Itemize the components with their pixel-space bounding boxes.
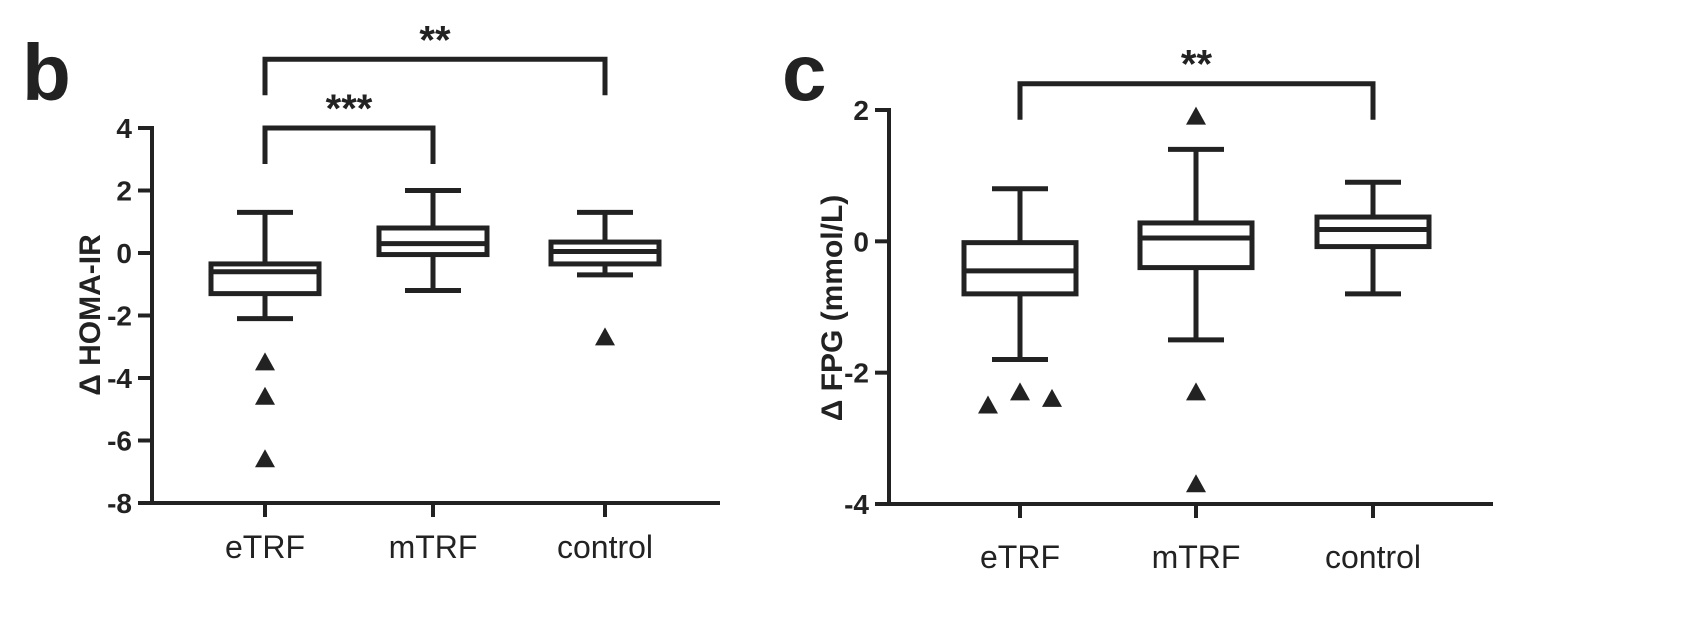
y-tick-label: -8 (107, 488, 132, 519)
y-tick-label: -2 (107, 301, 132, 332)
y-tick-label: -6 (107, 426, 132, 457)
y-tick-label: -4 (107, 363, 132, 394)
outlier-point (1010, 382, 1030, 401)
y-tick-label: 2 (853, 95, 869, 126)
x-tick-label: control (557, 529, 653, 565)
significance-label: ** (1181, 43, 1213, 87)
y-tick-label: 2 (116, 176, 132, 207)
outlier-point (1186, 106, 1206, 125)
y-tick-label: -4 (844, 489, 869, 520)
panel-c: c Δ FPG (mmol/L) 2 0 -2 -4 eTRF mTRF control ** (782, 28, 1493, 575)
panel-label: b (22, 28, 71, 117)
x-tick-label: eTRF (225, 529, 305, 565)
box-control (1314, 179, 1432, 297)
panel-label: c (782, 28, 827, 117)
x-tick-label: eTRF (980, 539, 1060, 575)
outlier-point (978, 395, 998, 414)
box-iqr (961, 240, 1079, 297)
box-iqr (208, 261, 322, 297)
outlier-point (255, 386, 275, 405)
outlier-point (255, 352, 275, 371)
outlier-point (595, 327, 615, 346)
significance-bracket: *** (262, 87, 436, 164)
y-axis-label: Δ HOMA-IR (74, 234, 107, 396)
bracket-line (262, 56, 608, 96)
x-tick-label: mTRF (389, 529, 478, 565)
box-control (548, 209, 662, 346)
y-axis-label: Δ FPG (mmol/L) (816, 195, 849, 422)
y-tick-label: 0 (116, 238, 132, 269)
box-mTRF (376, 188, 490, 293)
x-tick-label: control (1325, 539, 1421, 575)
box-eTRF (208, 209, 322, 468)
y-tick-label: 4 (116, 113, 132, 144)
significance-label: ** (419, 18, 451, 62)
box-iqr (1137, 220, 1255, 271)
outlier-point (255, 449, 275, 468)
significance-bracket: ** (1017, 43, 1376, 120)
y-tick-label: -2 (844, 358, 869, 389)
box-eTRF (961, 186, 1079, 414)
panel-b: b Δ HOMA-IR 4 2 0 -2 -4 -6 -8 eTRF mTRF control **… (22, 18, 720, 565)
significance-label: *** (326, 87, 373, 131)
bracket-line (262, 125, 436, 164)
outlier-point (1186, 474, 1206, 493)
outlier-point (1186, 382, 1206, 401)
significance-bracket: ** (262, 18, 608, 96)
x-tick-label: mTRF (1152, 539, 1241, 575)
bracket-line (1017, 81, 1376, 120)
y-tick-label: 0 (853, 226, 869, 257)
box-mTRF (1137, 106, 1255, 493)
outlier-point (1042, 388, 1062, 407)
